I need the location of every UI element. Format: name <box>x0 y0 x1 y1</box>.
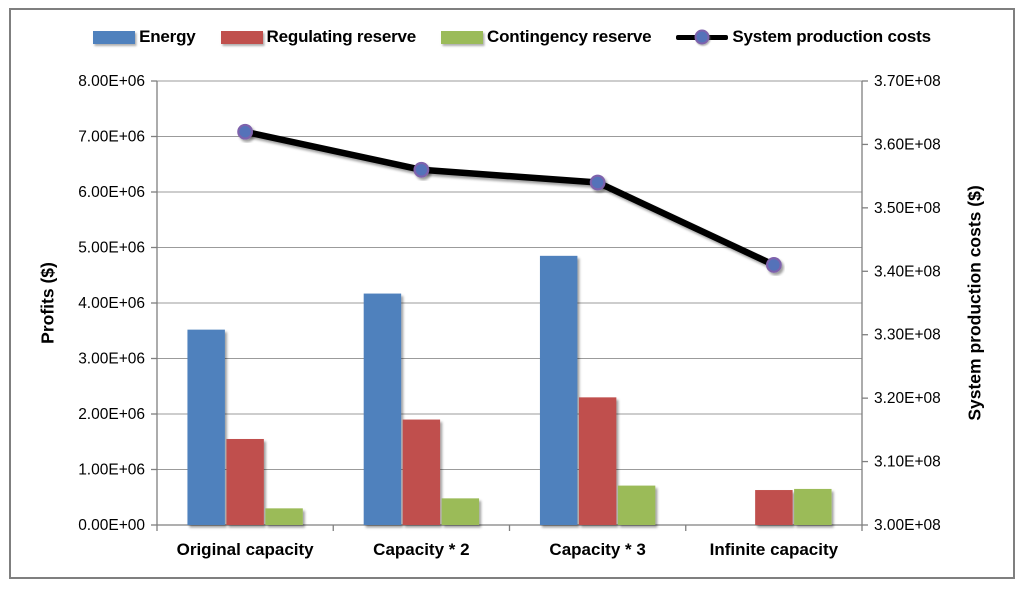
energy-swatch-icon <box>93 30 136 44</box>
regulating-reserve-swatch-icon <box>220 30 263 44</box>
right-axis-tick-label: 3.10E+08 <box>874 454 941 471</box>
bar-regulating-reserve <box>578 397 617 525</box>
legend-item-contingency-reserve: Contingency reserve <box>441 27 652 47</box>
legend: Energy Regulating reserve Contingency re… <box>0 27 1024 47</box>
category-label: Original capacity <box>177 540 315 559</box>
legend-label: Regulating reserve <box>266 27 417 46</box>
right-axis-tick-label: 3.70E+08 <box>874 73 941 90</box>
bar-contingency-reserve <box>265 508 303 525</box>
left-axis-tick-label: 0.00E+00 <box>78 517 145 534</box>
production-costs-line <box>241 128 778 269</box>
bar-regulating-reserve <box>402 419 441 525</box>
data-point-marker <box>765 257 782 273</box>
category-label: Infinite capacity <box>710 540 839 559</box>
left-axis-tick-label: 2.00E+06 <box>78 406 145 423</box>
right-axis-tick-label: 3.30E+08 <box>874 327 941 344</box>
right-axis-tick-label: 3.00E+08 <box>874 517 941 534</box>
contingency-reserve-swatch-icon <box>441 30 484 44</box>
left-axis-tick-label: 7.00E+06 <box>78 129 145 146</box>
legend-item-energy: Energy <box>93 27 196 47</box>
bar-contingency-reserve <box>617 485 656 525</box>
bar-contingency-reserve <box>441 498 480 525</box>
bar-regulating-reserve <box>755 490 793 525</box>
left-axis-tick-label: 6.00E+06 <box>78 184 145 201</box>
left-axis-tick-label: 1.00E+06 <box>78 462 145 479</box>
left-axis-tick-label: 5.00E+06 <box>78 240 145 257</box>
bar-series <box>187 255 832 525</box>
data-point-marker <box>237 123 254 140</box>
left-axis-tick-label: 8.00E+06 <box>78 73 145 90</box>
gridlines <box>157 80 862 470</box>
line-series <box>237 123 782 273</box>
left-axis-title: Profits ($) <box>37 262 58 344</box>
axis-tick-labels: 0.00E+00 1.00E+06 2.00E+06 3.00E+06 4.00E+06… <box>78 73 941 559</box>
right-axis-tick-label: 3.20E+08 <box>874 390 941 407</box>
bar-energy <box>363 293 402 525</box>
bar-contingency-reserve <box>794 488 832 525</box>
legend-item-regulating-reserve: Regulating reserve <box>220 27 417 47</box>
left-axis-tick-label: 4.00E+06 <box>78 295 145 312</box>
data-point-marker <box>589 174 606 191</box>
right-axis-tick-label: 3.40E+08 <box>874 263 941 280</box>
right-axis-tick-label: 3.50E+08 <box>874 200 941 217</box>
right-axis-title: System production costs ($) <box>964 185 985 421</box>
line-marker-icon <box>676 28 729 46</box>
category-label: Capacity * 2 <box>373 540 469 559</box>
bar-regulating-reserve <box>226 438 264 525</box>
bar-energy <box>539 255 578 525</box>
legend-label: System production costs <box>732 27 931 46</box>
legend-item-system-production-costs: System production costs <box>676 27 931 47</box>
category-label: Capacity * 3 <box>549 540 645 559</box>
right-axis-tick-label: 3.60E+08 <box>874 136 941 153</box>
data-point-marker <box>413 161 430 178</box>
legend-label: Contingency reserve <box>487 27 652 46</box>
left-axis-tick-label: 3.00E+06 <box>78 351 145 368</box>
bar-energy <box>187 329 225 525</box>
legend-label: Energy <box>139 27 196 46</box>
